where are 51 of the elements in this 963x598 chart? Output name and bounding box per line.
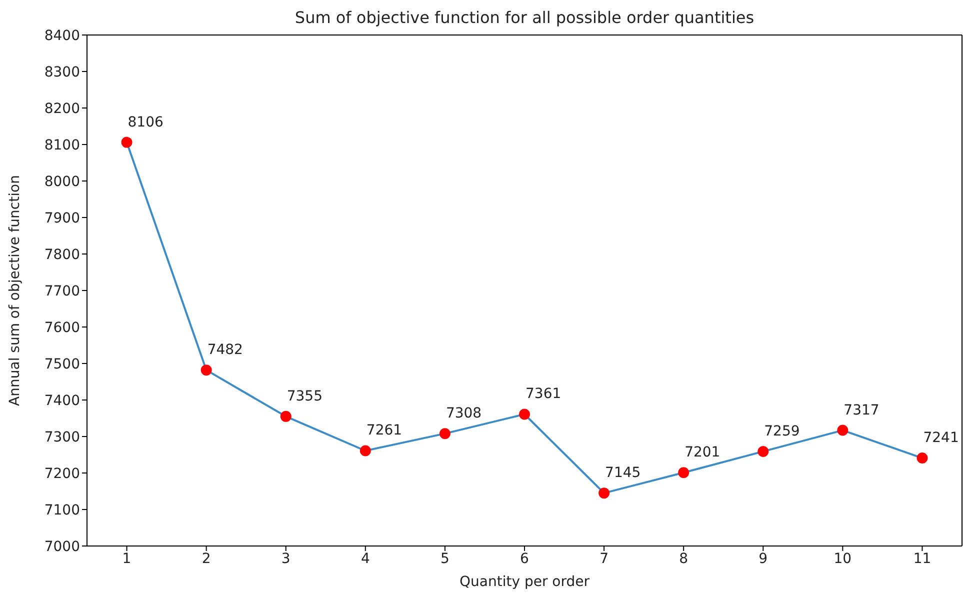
x-tick-label: 10 — [834, 550, 852, 567]
point — [758, 446, 769, 457]
y-tick-label: 7800 — [44, 246, 80, 263]
y-tick-label: 7200 — [44, 466, 80, 482]
x-tick-label: 1 — [122, 550, 132, 567]
data-label: 7261 — [366, 422, 402, 439]
x-axis-title: Quantity per order — [460, 574, 590, 590]
y-tick-label: 7600 — [44, 320, 80, 336]
y-tick-label: 7700 — [44, 283, 80, 300]
y-tick-label: 8300 — [44, 64, 80, 80]
chart-title: Sum of objective function for all possible order quantities — [294, 8, 756, 27]
y-tick-label: 8400 — [44, 28, 80, 44]
point — [200, 364, 212, 376]
point — [916, 452, 928, 464]
x-tick-label: 8 — [679, 550, 688, 567]
data-label: 7241 — [923, 430, 959, 446]
y-tick-label: 8100 — [44, 137, 80, 154]
x-tick-label: 5 — [440, 550, 450, 567]
data-label: 7145 — [605, 465, 641, 482]
y-tick-label: 7500 — [44, 356, 80, 372]
y-tick-label: 8000 — [44, 174, 80, 190]
point — [837, 424, 848, 436]
point — [598, 488, 610, 499]
y-tick-label: 7300 — [44, 429, 80, 446]
x-tick-label: 11 — [913, 550, 932, 567]
data-label: 7259 — [764, 423, 800, 440]
point — [439, 428, 450, 440]
point — [519, 408, 530, 420]
point — [360, 445, 371, 456]
x-tick-label: 2 — [202, 550, 211, 567]
x-tick-label: 6 — [520, 550, 530, 567]
y-tick-label: 7900 — [44, 210, 80, 226]
data-label: 7361 — [526, 386, 562, 402]
data-label: 7317 — [844, 402, 880, 418]
data-label: 7308 — [446, 406, 482, 422]
data-label: 7482 — [207, 342, 243, 358]
y-tick-label: 8200 — [44, 100, 80, 117]
x-tick-label: 7 — [600, 550, 609, 567]
data-label: 7201 — [684, 444, 720, 461]
point — [280, 410, 292, 422]
data-label: 7355 — [286, 388, 323, 404]
y-tick-label: 7100 — [44, 502, 80, 518]
x-tick-label: 4 — [360, 550, 370, 567]
point — [678, 467, 690, 478]
data-label: 8106 — [128, 114, 164, 130]
y-tick-label: 7400 — [44, 392, 80, 409]
x-tick-label: 9 — [758, 550, 768, 567]
y-axis-title: Annual sum of objective function — [6, 175, 23, 406]
y-tick-label: 7000 — [44, 538, 80, 555]
point — [121, 136, 132, 148]
x-tick-label: 3 — [281, 550, 290, 567]
